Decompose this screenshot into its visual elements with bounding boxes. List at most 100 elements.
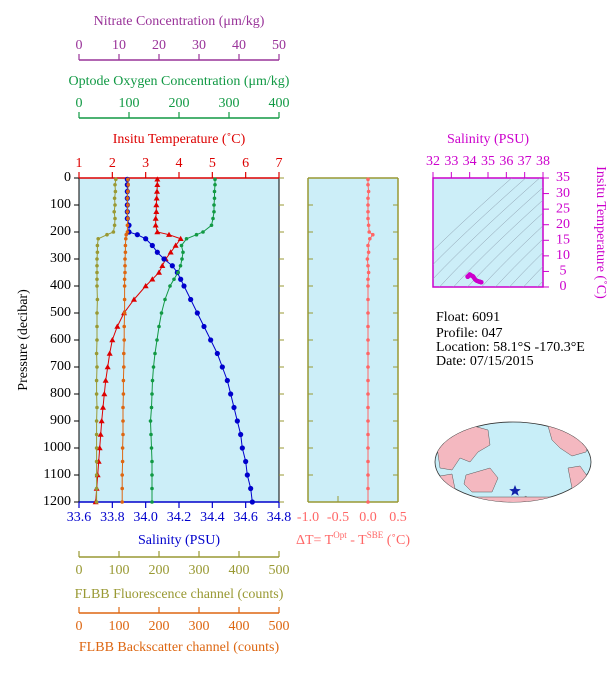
- data-point: [212, 209, 216, 214]
- y-tick-label: 300: [50, 251, 71, 266]
- data-point: [96, 236, 100, 241]
- data-point: [109, 337, 116, 343]
- x-tick-label: 0: [76, 38, 83, 53]
- data-point: [114, 177, 118, 182]
- ts-title: Salinity (PSU): [447, 132, 529, 147]
- float-location: [509, 485, 521, 496]
- data-point: [126, 216, 130, 221]
- profile-line: [121, 179, 129, 502]
- x-tick-label: 10: [112, 38, 126, 53]
- data-point: [368, 236, 372, 241]
- y-tick-label: 100: [50, 197, 71, 212]
- x-tick-label: 37: [518, 154, 532, 169]
- density-contour: [509, 252, 543, 287]
- data-point: [95, 263, 99, 268]
- data-point: [201, 323, 207, 330]
- info-line: Date: 07/15/2015: [436, 354, 534, 369]
- x-tick-label: 33.6: [67, 510, 92, 525]
- x-tick-label: 1: [76, 156, 83, 171]
- data-point: [366, 216, 370, 221]
- data-point: [150, 473, 154, 477]
- data-point: [152, 215, 159, 221]
- y-tick-label: 30: [556, 186, 570, 201]
- ts-point: [479, 280, 484, 285]
- data-point: [178, 263, 183, 268]
- data-point: [213, 177, 217, 182]
- y-tick-label: 1000: [43, 440, 71, 455]
- data-point: [154, 181, 161, 187]
- axis-title: Optode Oxygen Concentration (μm/kg): [69, 74, 290, 89]
- data-point: [154, 249, 160, 255]
- profile-line: [95, 179, 182, 503]
- x-tick-label: 500: [269, 563, 290, 578]
- x-tick-label: 50: [272, 38, 286, 53]
- data-point: [126, 189, 130, 194]
- data-point: [100, 404, 106, 410]
- data-point: [366, 392, 370, 396]
- data-point: [244, 472, 250, 478]
- x-tick-label: 3: [142, 156, 149, 171]
- data-point: [94, 378, 99, 383]
- data-point: [121, 432, 125, 437]
- data-point: [122, 311, 127, 315]
- x-tick-label: 20: [152, 38, 166, 53]
- data-point: [209, 223, 214, 228]
- data-point: [95, 257, 99, 261]
- data-point: [366, 405, 370, 410]
- data-point: [366, 500, 370, 504]
- data-point: [366, 378, 370, 383]
- data-point: [124, 236, 128, 241]
- data-point: [126, 177, 130, 182]
- y-tick-label: 1200: [43, 494, 71, 509]
- data-point: [150, 486, 154, 491]
- data-point: [94, 473, 99, 477]
- y-tick-label: 1100: [44, 467, 71, 482]
- data-point: [188, 296, 194, 303]
- x-tick-label: 0.5: [389, 510, 407, 525]
- data-point: [113, 203, 117, 207]
- data-point: [214, 350, 220, 357]
- data-point: [125, 230, 130, 234]
- data-point: [366, 459, 370, 464]
- data-point: [102, 377, 109, 383]
- data-point: [122, 324, 126, 329]
- data-point: [95, 365, 99, 369]
- data-point: [168, 284, 172, 288]
- y-tick-label: 25: [556, 201, 570, 216]
- axis-title: Salinity (PSU): [138, 533, 220, 548]
- data-point: [167, 249, 174, 255]
- data-point: [150, 392, 154, 396]
- data-point: [95, 405, 99, 410]
- data-point: [366, 351, 370, 356]
- data-point: [177, 235, 184, 241]
- x-tick-label: 35: [481, 154, 495, 169]
- data-point: [104, 364, 111, 370]
- data-point: [180, 257, 184, 261]
- data-point: [239, 445, 245, 451]
- data-point: [366, 432, 370, 437]
- data-point: [366, 338, 370, 342]
- data-point: [124, 232, 128, 237]
- data-point: [212, 189, 217, 194]
- data-point: [153, 195, 160, 201]
- data-point: [122, 297, 127, 302]
- data-point: [224, 377, 230, 384]
- data-point: [95, 297, 100, 302]
- data-point: [113, 216, 117, 221]
- data-point: [371, 232, 375, 237]
- data-point: [152, 222, 159, 228]
- data-point: [142, 283, 149, 289]
- y-axis-title: Insitu Temperature (˚C): [593, 166, 608, 299]
- data-point: [120, 446, 125, 450]
- data-point: [125, 223, 130, 228]
- x-tick-label: 300: [189, 563, 210, 578]
- density-contour: [453, 199, 543, 287]
- data-point: [95, 250, 100, 255]
- data-point: [149, 432, 153, 437]
- data-point: [122, 351, 126, 356]
- data-point: [201, 230, 205, 234]
- data-point: [365, 257, 370, 261]
- x-tick-label: 34: [463, 154, 477, 169]
- data-point: [231, 404, 237, 411]
- data-point: [367, 230, 372, 234]
